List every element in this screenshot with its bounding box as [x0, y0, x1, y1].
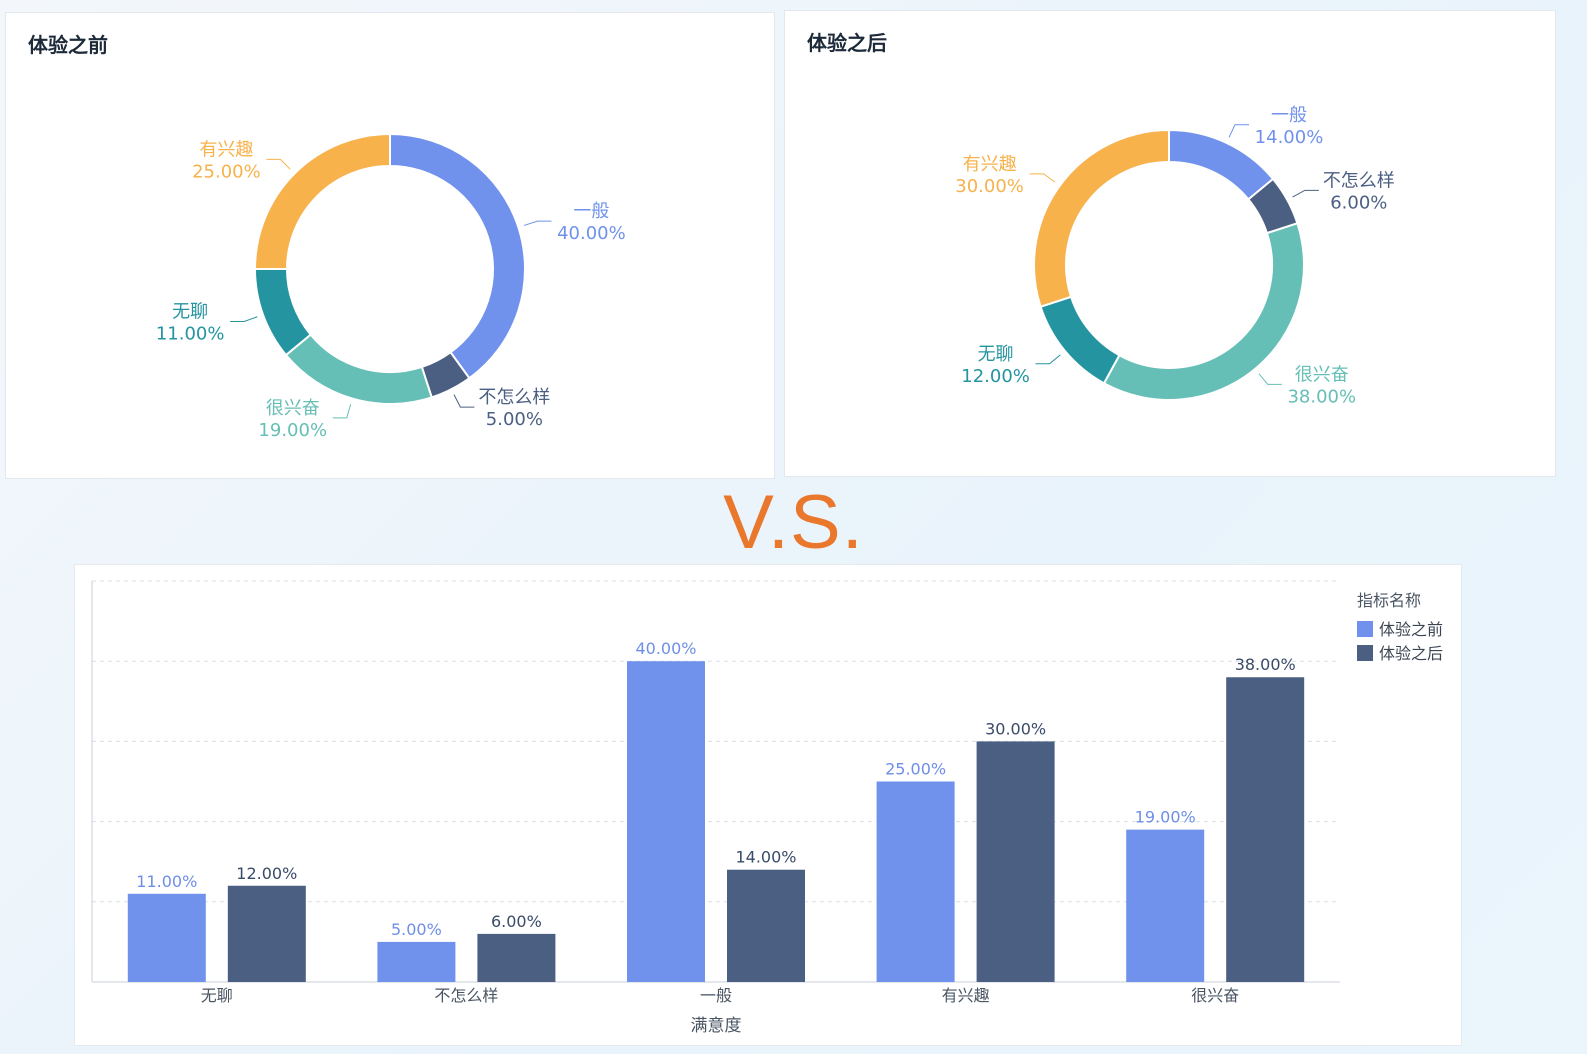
- before-leader-4: [266, 158, 291, 170]
- x-tick-label-3: 有兴趣: [942, 986, 990, 1005]
- before-slice-3[interactable]: [253, 268, 313, 357]
- after-slice-value-2: 38.00%: [1287, 386, 1356, 407]
- x-axis-title: 满意度: [691, 1016, 742, 1036]
- legend-swatch-1[interactable]: [1357, 645, 1373, 661]
- before-slice-value-4: 25.00%: [192, 161, 261, 182]
- bar-after-3[interactable]: [976, 741, 1055, 982]
- bar-before-4[interactable]: [1126, 829, 1205, 982]
- bar-before-1[interactable]: [377, 941, 456, 982]
- bar-after-4[interactable]: [1226, 677, 1305, 982]
- after-slice-label-1: 不怎么样: [1323, 170, 1395, 191]
- panel-title-after: 体验之后: [807, 31, 887, 55]
- before-slice-value-3: 11.00%: [156, 324, 225, 345]
- after-slice-value-0: 14.00%: [1255, 127, 1324, 148]
- after-leader-0: [1228, 124, 1249, 138]
- bar-after-2[interactable]: [727, 869, 805, 982]
- before-slice-label-0: 一般: [573, 201, 609, 222]
- after-slice-value-3: 12.00%: [961, 366, 1030, 387]
- donut-panel-before: 体验之前 一般 40.00% 不怎么样 5.00% 很兴奋 19.00% 无聊 11.00% 有…: [5, 12, 775, 479]
- before-leader-1: [453, 394, 475, 408]
- x-tick-label-2: 一般: [700, 986, 732, 1005]
- bar-value-label-after-4: 38.00%: [1235, 655, 1296, 674]
- bar-before-2[interactable]: [627, 661, 705, 982]
- bar-value-label-after-0: 12.00%: [236, 864, 297, 883]
- after-leader-2: [1258, 373, 1282, 385]
- x-tick-label-0: 无聊: [201, 986, 233, 1005]
- after-slice-value-4: 30.00%: [955, 176, 1024, 197]
- after-leader-3: [1035, 354, 1061, 365]
- x-tick-label-4: 很兴奋: [1191, 986, 1239, 1005]
- before-slice-label-3: 无聊: [172, 302, 208, 323]
- after-slice-2[interactable]: [1102, 222, 1305, 401]
- before-slice-value-2: 19.00%: [258, 420, 327, 441]
- before-slice-0[interactable]: [389, 132, 526, 380]
- before-slice-value-1: 5.00%: [486, 409, 543, 430]
- before-slice-label-1: 不怎么样: [478, 387, 550, 408]
- bar-chart: 11.00% 12.00% 无聊 5.00% 6.00% 不怎么样 40.00% 14.00%…: [91, 580, 1443, 1036]
- after-slice-value-1: 6.00%: [1330, 192, 1387, 213]
- legend-label-0[interactable]: 体验之前: [1379, 620, 1443, 639]
- before-slice-2[interactable]: [284, 333, 433, 405]
- donut-panel-after: 体验之后 一般 14.00% 不怎么样 6.00% 很兴奋 38.00% 无聊 12.00% 有…: [784, 10, 1556, 477]
- before-slice-value-0: 40.00%: [557, 223, 626, 244]
- before-leader-3: [230, 316, 258, 323]
- bar-value-label-before-4: 19.00%: [1135, 808, 1196, 827]
- after-slice-label-0: 一般: [1271, 105, 1307, 126]
- after-slice-label-3: 无聊: [978, 344, 1014, 365]
- panel-title-before: 体验之前: [28, 33, 108, 57]
- after-slice-label-2: 很兴奋: [1295, 364, 1349, 385]
- bar-value-label-before-3: 25.00%: [885, 760, 946, 779]
- bar-before-0[interactable]: [127, 893, 206, 982]
- bar-chart-panel: 11.00% 12.00% 无聊 5.00% 6.00% 不怎么样 40.00% 14.00%…: [74, 564, 1462, 1046]
- bar-after-0[interactable]: [227, 885, 306, 982]
- bar-value-label-before-2: 40.00%: [635, 639, 696, 658]
- before-slice-label-2: 很兴奋: [266, 398, 320, 419]
- x-tick-label-1: 不怎么样: [434, 986, 498, 1005]
- after-slice-3[interactable]: [1039, 295, 1121, 385]
- vs-text: V.S.: [723, 480, 864, 565]
- after-leader-4: [1029, 173, 1056, 183]
- before-slice-4[interactable]: [253, 132, 391, 270]
- bar-value-label-after-3: 30.00%: [985, 719, 1046, 738]
- legend-title: 指标名称: [1357, 591, 1421, 610]
- legend-label-1[interactable]: 体验之后: [1379, 644, 1443, 663]
- bar-after-1[interactable]: [477, 933, 556, 982]
- bar-value-label-after-2: 14.00%: [735, 848, 796, 867]
- bar-value-label-after-1: 6.00%: [491, 912, 542, 931]
- after-slice-4[interactable]: [1033, 128, 1170, 308]
- bar-value-label-before-1: 5.00%: [391, 920, 442, 939]
- after-leader-1: [1292, 189, 1319, 198]
- after-slice-label-4: 有兴趣: [963, 154, 1017, 175]
- bar-value-label-before-0: 11.00%: [136, 872, 197, 891]
- legend-swatch-0[interactable]: [1357, 621, 1373, 637]
- before-leader-0: [523, 220, 552, 226]
- before-slice-label-4: 有兴趣: [199, 139, 253, 160]
- before-leader-2: [332, 404, 352, 419]
- bar-before-3[interactable]: [876, 781, 955, 983]
